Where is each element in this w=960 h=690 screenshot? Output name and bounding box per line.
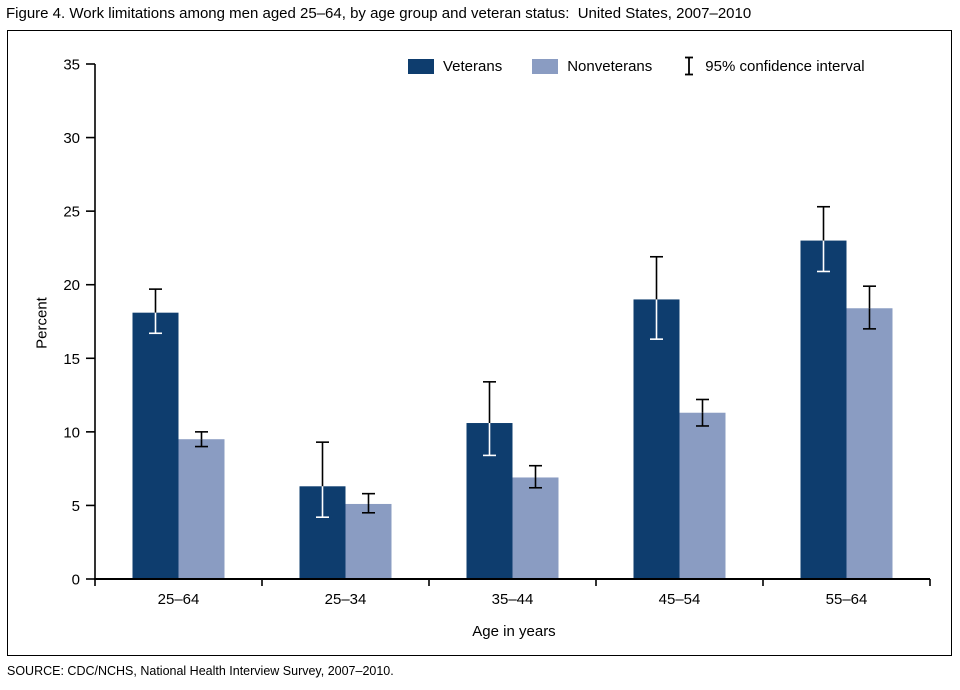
y-tick-label: 15 [63, 351, 80, 368]
x-axis-label: Age in years [472, 623, 556, 640]
legend-label-veterans: Veterans [443, 57, 503, 75]
nonveterans-swatch-icon [532, 58, 559, 74]
x-tick-label: 55–64 [826, 591, 868, 608]
y-tick-label: 35 [63, 57, 80, 74]
legend-item-veterans: Veterans [408, 58, 502, 75]
x-tick-label: 45–54 [659, 591, 701, 608]
veterans-swatch-icon [408, 58, 434, 74]
legend-label-ci: 95% confidence interval [705, 57, 865, 75]
bar-veterans-4 [800, 240, 847, 580]
legend: Veterans Nonveterans 95% confidence inte… [408, 55, 865, 77]
bar-nonveterans-0 [178, 439, 225, 579]
x-tick-label: 35–44 [492, 591, 534, 608]
x-tick-label: 25–34 [325, 591, 367, 608]
figure-title: Figure 4. Work limitations among men age… [6, 5, 752, 22]
y-tick-label: 30 [63, 130, 80, 147]
chart-svg: 0 5 10 15 20 25 30 35 25–64 25–34 35–44 45–54 55–64 [63, 57, 931, 608]
bar-nonveterans-4 [846, 308, 893, 579]
y-tick-label: 10 [63, 424, 80, 441]
y-tick-label: 0 [72, 572, 80, 589]
y-axis-label: Percent [33, 297, 51, 349]
bar-nonveterans-3 [679, 412, 726, 579]
bar-nonveterans-2 [512, 477, 559, 579]
chart-box: 0 5 10 15 20 25 30 35 25–64 25–34 35–44 45–54 55–64 … [7, 30, 952, 656]
x-tick-label: 25–64 [158, 591, 200, 608]
y-tick-label: 25 [63, 204, 80, 221]
y-tick-label: 5 [72, 498, 80, 515]
bar-nonveterans-1 [345, 503, 392, 579]
source-note: SOURCE: CDC/NCHS, National Health Interv… [7, 664, 394, 678]
legend-item-nonveterans: Nonveterans [532, 58, 652, 75]
bar-veterans-3 [633, 299, 680, 579]
y-tick-label: 20 [63, 277, 80, 294]
bar-veterans-0 [132, 312, 179, 579]
legend-item-ci: 95% confidence interval [682, 55, 865, 77]
ci-glyph-icon [685, 56, 694, 76]
legend-label-nonveterans: Nonveterans [567, 57, 653, 75]
